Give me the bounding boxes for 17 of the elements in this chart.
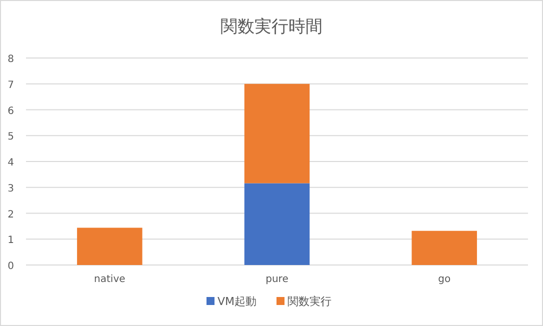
x-tick-label: pure xyxy=(266,274,288,285)
x-tick-label: native xyxy=(94,274,126,285)
y-tick-label: 8 xyxy=(8,54,14,65)
y-tick-label: 4 xyxy=(8,158,14,168)
legend-label: VM起動 xyxy=(218,295,257,308)
y-tick-label: 6 xyxy=(8,106,14,117)
y-tick-label: 3 xyxy=(8,183,14,194)
legend-label: 関数実行 xyxy=(288,295,332,308)
x-tick-label: go xyxy=(438,274,451,285)
y-tick-label: 2 xyxy=(8,209,14,220)
chart-title: 関数実行時間 xyxy=(220,17,322,37)
y-tick-label: 1 xyxy=(8,235,14,246)
bar xyxy=(77,228,142,265)
y-tick-label: 0 xyxy=(8,261,14,272)
y-tick-label: 7 xyxy=(8,80,14,91)
bar xyxy=(412,230,477,265)
y-tick-label: 5 xyxy=(8,132,14,143)
